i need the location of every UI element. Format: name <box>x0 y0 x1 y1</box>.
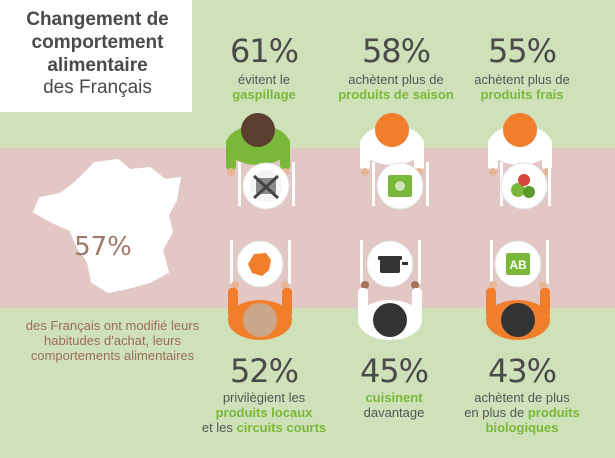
stat-text: achètent plus de <box>474 72 570 87</box>
stat-percent-top-2: 58% <box>361 32 431 70</box>
stat-percent-top-1: 61% <box>229 32 299 70</box>
stat-text: achètent de plus <box>474 390 570 405</box>
plate-bottom-1 <box>230 240 291 288</box>
no-food-icon <box>252 174 280 200</box>
stat-percent-bottom-1: 52% <box>229 352 299 390</box>
stat-text-2: en plus de <box>464 405 525 420</box>
france-map-icon <box>32 158 182 294</box>
plate-bottom-2 <box>360 240 421 288</box>
person-bottom-1 <box>228 281 292 340</box>
person-bottom-2 <box>358 281 422 340</box>
stat-highlight-2: biologiques <box>485 420 559 435</box>
organic-ab-label-icon: AB <box>506 253 530 275</box>
plate-top-1 <box>238 162 295 210</box>
stat-caption-bottom-2: cuisinent davantage <box>314 390 474 420</box>
stat-text-mid: et les <box>201 420 233 435</box>
stat-caption-bottom-3: achètent de plus en plus de produits bio… <box>442 390 602 435</box>
title-line-2: des Français <box>43 77 152 98</box>
stat-highlight: gaspillage <box>232 87 296 102</box>
plate-bottom-3: AB <box>490 240 549 288</box>
stat-highlight: produits frais <box>480 87 564 102</box>
stat-highlight: produits <box>527 405 580 420</box>
stat-text-line: en plus de produits <box>442 405 602 420</box>
stat-percent-bottom-2: 45% <box>359 352 429 390</box>
seasonal-produce-bag-icon <box>388 175 412 197</box>
stat-percent-bottom-3: 43% <box>487 352 557 390</box>
stat-caption-bottom-1: privilègient les produits locaux et les … <box>184 390 344 435</box>
stat-percent-top-3: 55% <box>487 32 557 70</box>
stat-caption-top-2: achètent plus de produits de saison <box>316 72 476 102</box>
person-bottom-3 <box>486 281 550 340</box>
map-description: des Français ont modifié leurs habitudes… <box>25 318 200 363</box>
title-line-1: Changement de comportement alimentaire <box>26 9 169 76</box>
fresh-vegetables-icon <box>511 174 535 198</box>
title-box: Changement de comportement alimentaire d… <box>0 0 192 112</box>
stat-text: privilègient les <box>222 390 306 405</box>
stat-text: davantage <box>363 405 425 420</box>
plate-top-2 <box>372 162 429 210</box>
cooking-pot-icon <box>378 256 408 273</box>
person-top-3 <box>488 113 552 176</box>
stat-caption-top-3: achètent plus de produits frais <box>442 72 602 102</box>
svg-text:AB: AB <box>509 258 527 272</box>
map-percent: 57% <box>74 232 132 262</box>
stat-highlight: produits de saison <box>338 87 454 102</box>
stat-text: achètent plus de <box>348 72 444 87</box>
stat-highlight: produits locaux <box>215 405 313 420</box>
plate-top-3 <box>500 162 551 210</box>
stat-text: évitent le <box>237 72 291 87</box>
stat-highlight-2: circuits courts <box>236 420 327 435</box>
stat-caption-top-1: évitent le gaspillage <box>184 72 344 102</box>
stat-highlight: cuisinent <box>365 390 423 405</box>
stat-text-line: et les circuits courts <box>184 420 344 435</box>
person-top-2 <box>360 113 424 176</box>
france-map-small-icon <box>248 253 271 276</box>
